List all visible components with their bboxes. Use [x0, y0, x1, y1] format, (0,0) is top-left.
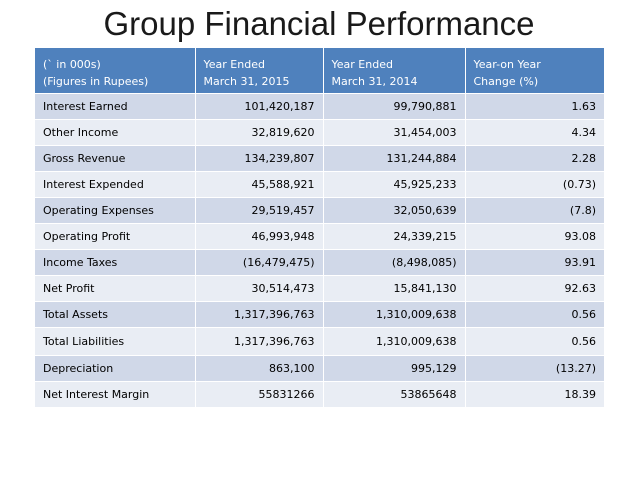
- value-2015: 1,317,396,763: [195, 300, 324, 327]
- table-row: Operating Profit 46,993,948 24,339,215 9…: [35, 222, 604, 249]
- value-change: (0.73): [465, 170, 604, 197]
- value-change: 93.91: [465, 248, 604, 275]
- table-row: Interest Expended 45,588,921 45,925,233 …: [35, 170, 604, 197]
- financial-table: (` in 000s) (Figures in Rupees) Year End…: [35, 48, 604, 407]
- table-row: Net Profit 30,514,473 15,841,130 92.63: [35, 274, 604, 301]
- row-label: Depreciation: [35, 354, 196, 381]
- value-2014: 45,925,233: [323, 170, 466, 197]
- value-change: 93.08: [465, 222, 604, 249]
- row-label: Operating Expenses: [35, 196, 196, 223]
- table-row: Gross Revenue 134,239,807 131,244,884 2.…: [35, 144, 604, 171]
- table-row: Total Assets 1,317,396,763 1,310,009,638…: [35, 300, 604, 327]
- row-label: Interest Earned: [35, 92, 196, 119]
- header-change: Year-on Year Change (%): [465, 48, 604, 93]
- value-2014: 1,310,009,638: [323, 326, 466, 355]
- value-change: (13.27): [465, 354, 604, 381]
- header-units-line2: (Figures in Rupees): [43, 75, 149, 88]
- value-2015: 55831266: [195, 380, 324, 407]
- slide-title: Group Financial Performance: [103, 5, 535, 42]
- value-change: 2.28: [465, 144, 604, 171]
- table-header-row: (` in 000s) (Figures in Rupees) Year End…: [35, 48, 604, 93]
- value-2015: 45,588,921: [195, 170, 324, 197]
- row-label: Total Assets: [35, 300, 196, 327]
- table-row: Net Interest Margin 55831266 53865648 18…: [35, 380, 604, 407]
- row-label: Income Taxes: [35, 248, 196, 275]
- value-2015: 863,100: [195, 354, 324, 381]
- value-2014: 31,454,003: [323, 118, 466, 145]
- row-label: Net Profit: [35, 274, 196, 301]
- header-units-line1: (` in 000s): [43, 58, 101, 71]
- value-2015: 32,819,620: [195, 118, 324, 145]
- table-row: Operating Expenses 29,519,457 32,050,639…: [35, 196, 604, 223]
- row-label: Net Interest Margin: [35, 380, 196, 407]
- value-change: 1.63: [465, 92, 604, 119]
- row-label: Other Income: [35, 118, 196, 145]
- table-row: Income Taxes (16,479,475) (8,498,085) 93…: [35, 248, 604, 275]
- value-2014: 24,339,215: [323, 222, 466, 249]
- row-label: Operating Profit: [35, 222, 196, 249]
- header-year-2015-line1: Year Ended: [203, 58, 265, 71]
- header-year-2015-line2: March 31, 2015: [203, 75, 290, 88]
- value-2014: 15,841,130: [323, 274, 466, 301]
- header-year-2015: Year Ended March 31, 2015: [195, 48, 324, 93]
- table-row: Interest Earned 101,420,187 99,790,881 1…: [35, 92, 604, 119]
- value-2014: 995,129: [323, 354, 466, 381]
- value-2014: 131,244,884: [323, 144, 466, 171]
- value-2014: 53865648: [323, 380, 466, 407]
- value-2014: 1,310,009,638: [323, 300, 466, 327]
- value-change: 0.56: [465, 326, 604, 355]
- value-2014: 99,790,881: [323, 92, 466, 119]
- row-label: Total Liabilities: [35, 326, 196, 355]
- header-change-line2: Change (%): [473, 75, 539, 88]
- value-2015: 46,993,948: [195, 222, 324, 249]
- value-2014: (8,498,085): [323, 248, 466, 275]
- row-label: Gross Revenue: [35, 144, 196, 171]
- value-change: 18.39: [465, 380, 604, 407]
- value-2015: (16,479,475): [195, 248, 324, 275]
- value-change: 92.63: [465, 274, 604, 301]
- value-change: (7.8): [465, 196, 604, 223]
- table-row: Total Liabilities 1,317,396,763 1,310,00…: [35, 326, 604, 355]
- header-units: (` in 000s) (Figures in Rupees): [35, 48, 196, 93]
- row-label: Interest Expended: [35, 170, 196, 197]
- value-2015: 1,317,396,763: [195, 326, 324, 355]
- value-2015: 134,239,807: [195, 144, 324, 171]
- value-2014: 32,050,639: [323, 196, 466, 223]
- header-year-2014-line2: March 31, 2014: [331, 75, 418, 88]
- header-year-2014: Year Ended March 31, 2014: [323, 48, 466, 93]
- value-2015: 29,519,457: [195, 196, 324, 223]
- header-year-2014-line1: Year Ended: [331, 58, 393, 71]
- value-change: 4.34: [465, 118, 604, 145]
- table-row: Other Income 32,819,620 31,454,003 4.34: [35, 118, 604, 145]
- header-change-line1: Year-on Year: [473, 58, 541, 71]
- table-row: Depreciation 863,100 995,129 (13.27): [35, 354, 604, 381]
- value-2015: 101,420,187: [195, 92, 324, 119]
- value-2015: 30,514,473: [195, 274, 324, 301]
- value-change: 0.56: [465, 300, 604, 327]
